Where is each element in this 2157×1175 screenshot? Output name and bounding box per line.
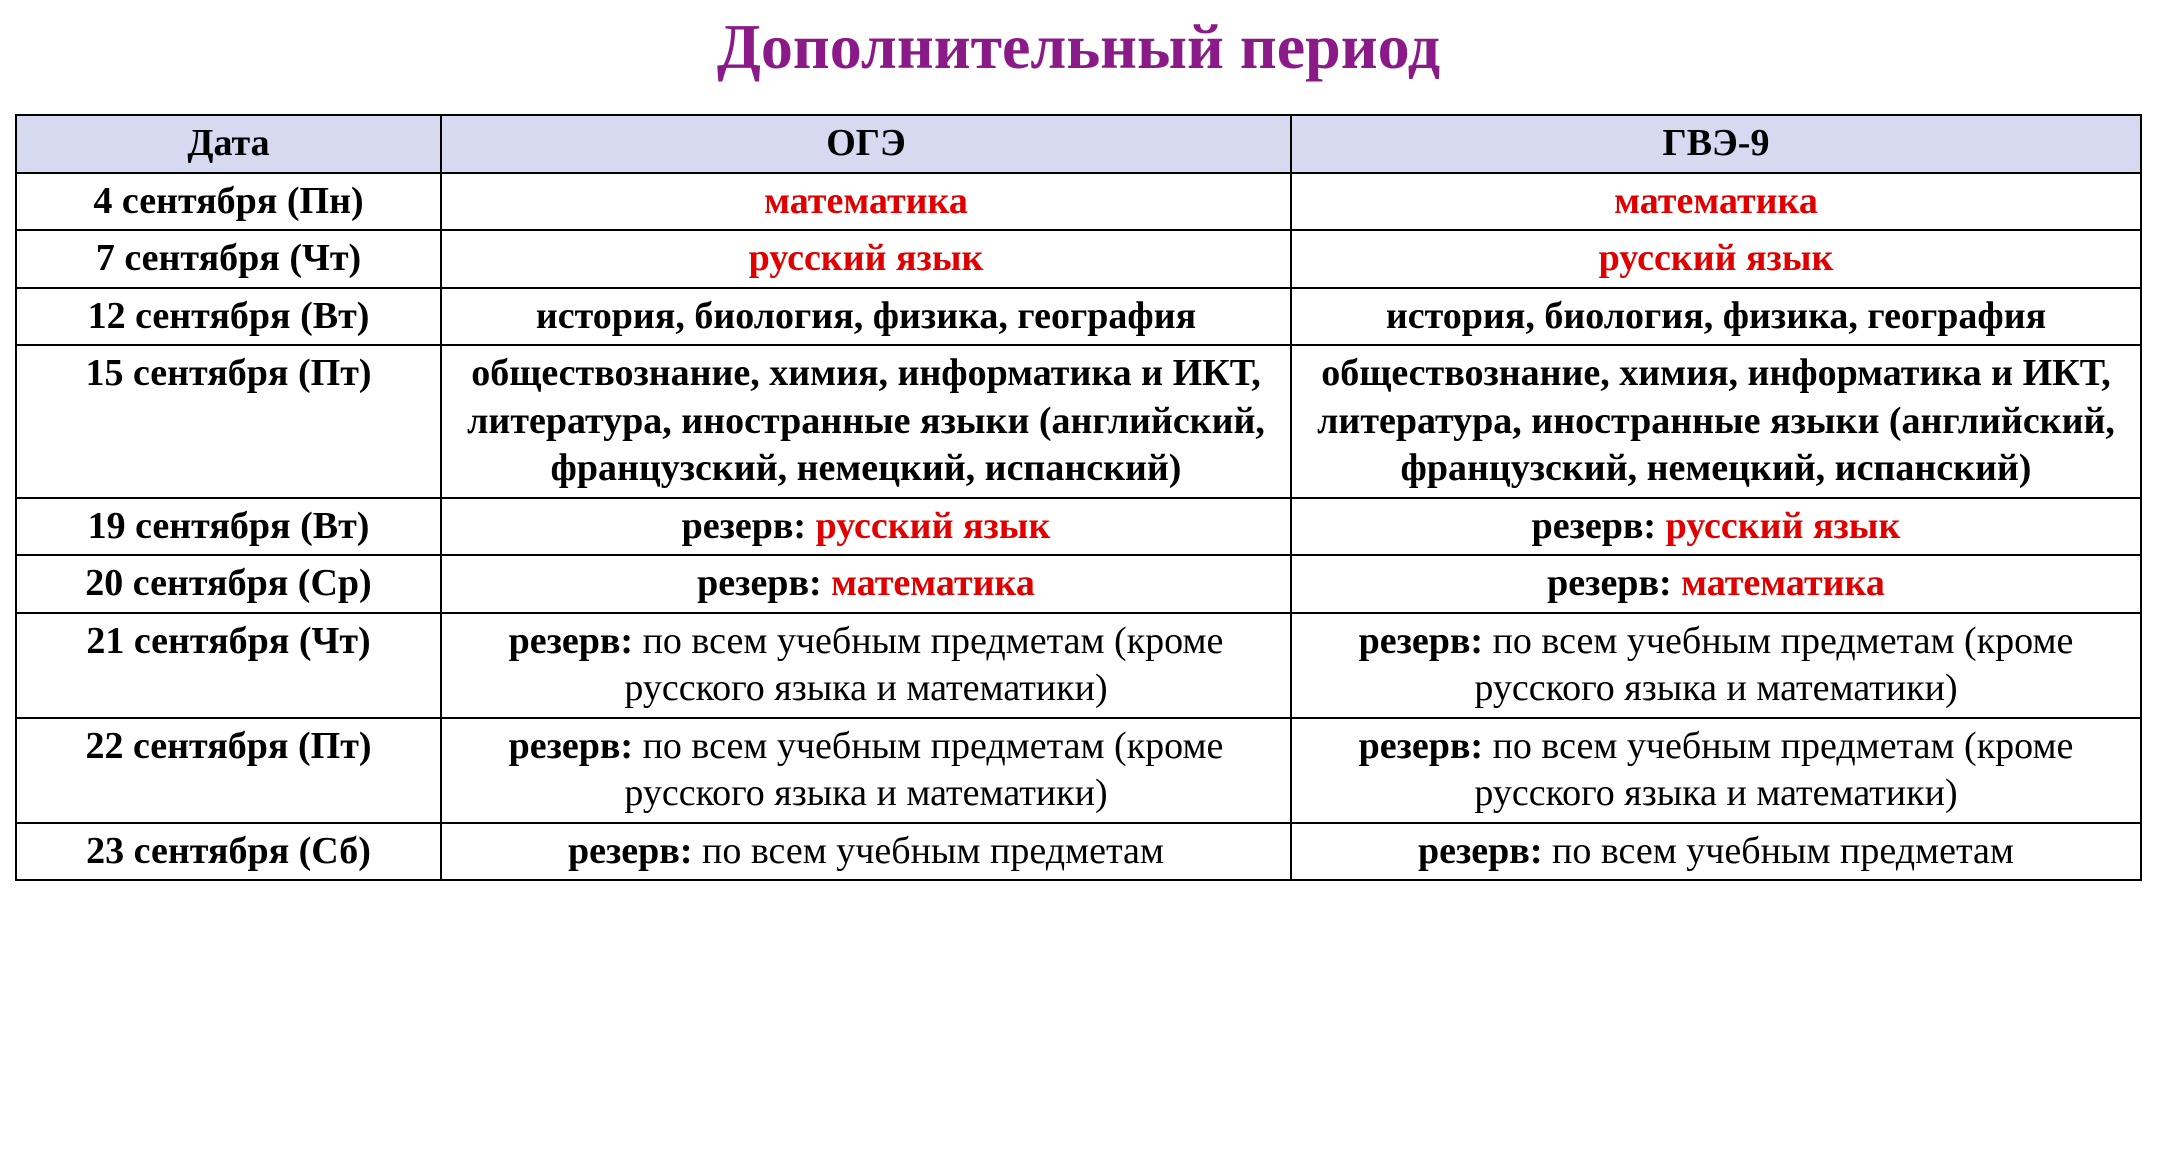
- cell-text: обществознание, химия, информатика и ИКТ…: [467, 352, 1265, 489]
- cell-text: резерв:: [682, 505, 816, 547]
- cell-text: резерв:: [509, 725, 633, 767]
- cell-text: по всем учебным предметам (кроме русског…: [1474, 725, 2073, 815]
- cell-text: по всем учебным предметам (кроме русског…: [1474, 620, 2073, 710]
- cell-text: история, биология, физика, география: [1386, 295, 2046, 337]
- table-cell-date: 21 сентября (Чт): [16, 613, 441, 718]
- cell-text: обществознание, химия, информатика и ИКТ…: [1317, 352, 2115, 489]
- cell-text: математика: [1614, 180, 1818, 222]
- table-cell-gve: история, биология, физика, география: [1291, 288, 2141, 346]
- table-cell-date: 4 сентября (Пн): [16, 173, 441, 231]
- cell-text: математика: [831, 562, 1035, 604]
- table-cell-oge: резерв: по всем учебным предметам: [441, 823, 1291, 881]
- table-cell-oge: резерв: русский язык: [441, 498, 1291, 556]
- table-cell-gve: резерв: по всем учебным предметам (кроме…: [1291, 613, 2141, 718]
- cell-text: резерв:: [1418, 830, 1542, 872]
- table-cell-gve: резерв: по всем учебным предметам (кроме…: [1291, 718, 2141, 823]
- table-row: 12 сентября (Вт) история, биология, физик…: [16, 288, 2141, 346]
- table-row: 4 сентября (Пн) математика математика: [16, 173, 2141, 231]
- cell-text: резерв:: [1547, 562, 1681, 604]
- cell-text: математика: [1681, 562, 1885, 604]
- table-row: 15 сентября (Пт)обществознание, химия, и…: [16, 345, 2141, 498]
- cell-text: русский язык: [816, 505, 1051, 547]
- cell-text: по всем учебным предметам (кроме русског…: [624, 725, 1223, 815]
- table-cell-oge: история, биология, физика, география: [441, 288, 1291, 346]
- table-cell-date: 19 сентября (Вт): [16, 498, 441, 556]
- cell-text: резерв:: [697, 562, 831, 604]
- cell-text: история, биология, физика, география: [536, 295, 1196, 337]
- table-cell-gve: резерв: математика: [1291, 555, 2141, 613]
- cell-text: русский язык: [749, 237, 984, 279]
- table-cell-gve: русский язык: [1291, 230, 2141, 288]
- cell-text: резерв:: [1532, 505, 1666, 547]
- cell-text: русский язык: [1599, 237, 1834, 279]
- table-cell-gve: математика: [1291, 173, 2141, 231]
- schedule-thead: ДатаОГЭГВЭ-9: [16, 115, 2141, 173]
- cell-text: русский язык: [1666, 505, 1901, 547]
- table-cell-date: 15 сентября (Пт): [16, 345, 441, 498]
- table-row: 19 сентября (Вт)резерв: русский языкрезе…: [16, 498, 2141, 556]
- table-row: 23 сентября (Сб)резерв: по всем учебным …: [16, 823, 2141, 881]
- column-header: ГВЭ-9: [1291, 115, 2141, 173]
- table-cell-oge: математика: [441, 173, 1291, 231]
- cell-text: резерв:: [1359, 725, 1483, 767]
- cell-text: по всем учебным предметам: [1542, 830, 2013, 872]
- page-title: Дополнительный период: [15, 10, 2142, 84]
- schedule-table: ДатаОГЭГВЭ-9 4 сентября (Пн) математика ма…: [15, 114, 2142, 881]
- cell-text: математика: [764, 180, 968, 222]
- table-cell-date: 12 сентября (Вт): [16, 288, 441, 346]
- table-cell-date: 23 сентября (Сб): [16, 823, 441, 881]
- cell-text: резерв:: [1359, 620, 1483, 662]
- table-cell-gve: резерв: по всем учебным предметам: [1291, 823, 2141, 881]
- column-header: ОГЭ: [441, 115, 1291, 173]
- table-row: 21 сентября (Чт)резерв: по всем учебным …: [16, 613, 2141, 718]
- table-row: 20 сентября (Ср)резерв: математикарезерв…: [16, 555, 2141, 613]
- cell-text: резерв:: [509, 620, 633, 662]
- schedule-header-row: ДатаОГЭГВЭ-9: [16, 115, 2141, 173]
- schedule-tbody: 4 сентября (Пн) математика математика 7 сен…: [16, 173, 2141, 881]
- cell-text: по всем учебным предметам (кроме русског…: [624, 620, 1223, 710]
- table-row: 22 сентября (Пт)резерв: по всем учебным …: [16, 718, 2141, 823]
- table-cell-date: 7 сентября (Чт): [16, 230, 441, 288]
- cell-text: по всем учебным предметам: [692, 830, 1163, 872]
- cell-text: резерв:: [568, 830, 692, 872]
- table-row: 7 сентября (Чт) русский язык русский язык: [16, 230, 2141, 288]
- column-header: Дата: [16, 115, 441, 173]
- table-cell-oge: русский язык: [441, 230, 1291, 288]
- table-cell-gve: резерв: русский язык: [1291, 498, 2141, 556]
- table-cell-oge: обществознание, химия, информатика и ИКТ…: [441, 345, 1291, 498]
- table-cell-gve: обществознание, химия, информатика и ИКТ…: [1291, 345, 2141, 498]
- table-cell-oge: резерв: по всем учебным предметам (кроме…: [441, 718, 1291, 823]
- table-cell-date: 20 сентября (Ср): [16, 555, 441, 613]
- table-cell-date: 22 сентября (Пт): [16, 718, 441, 823]
- table-cell-oge: резерв: по всем учебным предметам (кроме…: [441, 613, 1291, 718]
- table-cell-oge: резерв: математика: [441, 555, 1291, 613]
